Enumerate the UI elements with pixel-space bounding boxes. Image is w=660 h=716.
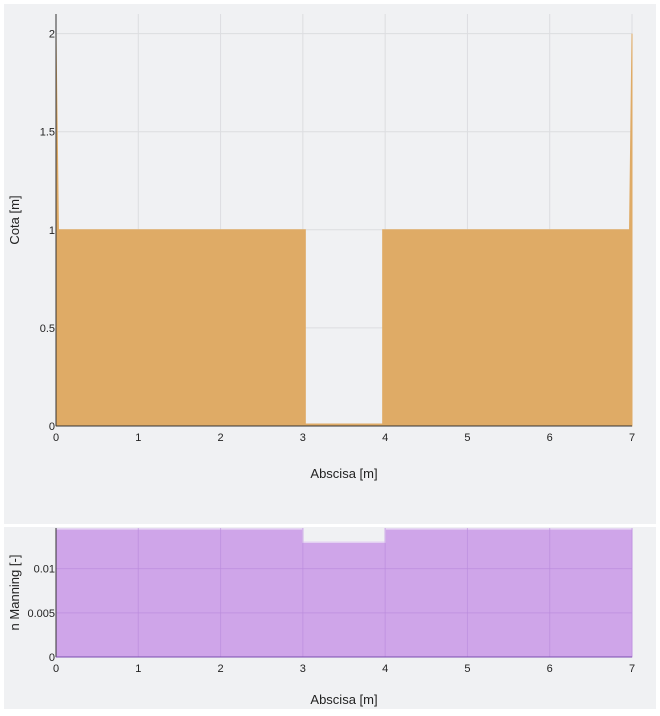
- x-tick-label: 0: [53, 432, 59, 444]
- x-tick-label: 4: [382, 432, 388, 444]
- elevation-chart: 0 1 2 3 4 5 6 7 0 0.5 1 1.5 2 Abscisa [m] Cota [m]: [7, 14, 635, 481]
- y-tick-label: 0.5: [40, 323, 55, 335]
- x-tick-label: 0: [53, 663, 59, 675]
- y-tick-label: 0: [49, 421, 55, 433]
- y-tick-label: 0.01: [34, 564, 55, 576]
- y-tick-label: 2: [49, 29, 55, 41]
- x-tick-label: 7: [629, 663, 635, 675]
- y-tick-label: 0: [49, 652, 55, 664]
- x-tick-label: 2: [218, 432, 224, 444]
- data-area: [55, 33, 633, 427]
- y-axis-label: Cota [m]: [7, 195, 22, 244]
- y-tick-label: 1: [49, 225, 55, 237]
- x-axis-label: Abscisa [m]: [310, 466, 377, 481]
- data-area: [55, 528, 633, 658]
- x-tick-label: 2: [218, 663, 224, 675]
- x-axis-label: Abscisa [m]: [310, 692, 377, 707]
- x-tick-label: 6: [547, 432, 553, 444]
- x-tick-label: 3: [300, 663, 306, 675]
- x-tick-label: 1: [135, 663, 141, 675]
- data-line: [56, 528, 632, 543]
- manning-chart: 0 1 2 3 4 5 6 7 0 0.005 0.01 Abscisa [m] n Manning […: [7, 528, 635, 707]
- y-axis-label: n Manning [-]: [7, 555, 22, 631]
- x-tick-label: 6: [547, 663, 553, 675]
- x-tick-label: 5: [464, 663, 470, 675]
- y-tick-label: 1.5: [40, 127, 55, 139]
- x-tick-label: 5: [464, 432, 470, 444]
- y-tick-label: 0.005: [27, 608, 55, 620]
- x-tick-label: 4: [382, 663, 388, 675]
- x-tick-label: 1: [135, 432, 141, 444]
- x-tick-label: 7: [629, 432, 635, 444]
- x-tick-label: 3: [300, 432, 306, 444]
